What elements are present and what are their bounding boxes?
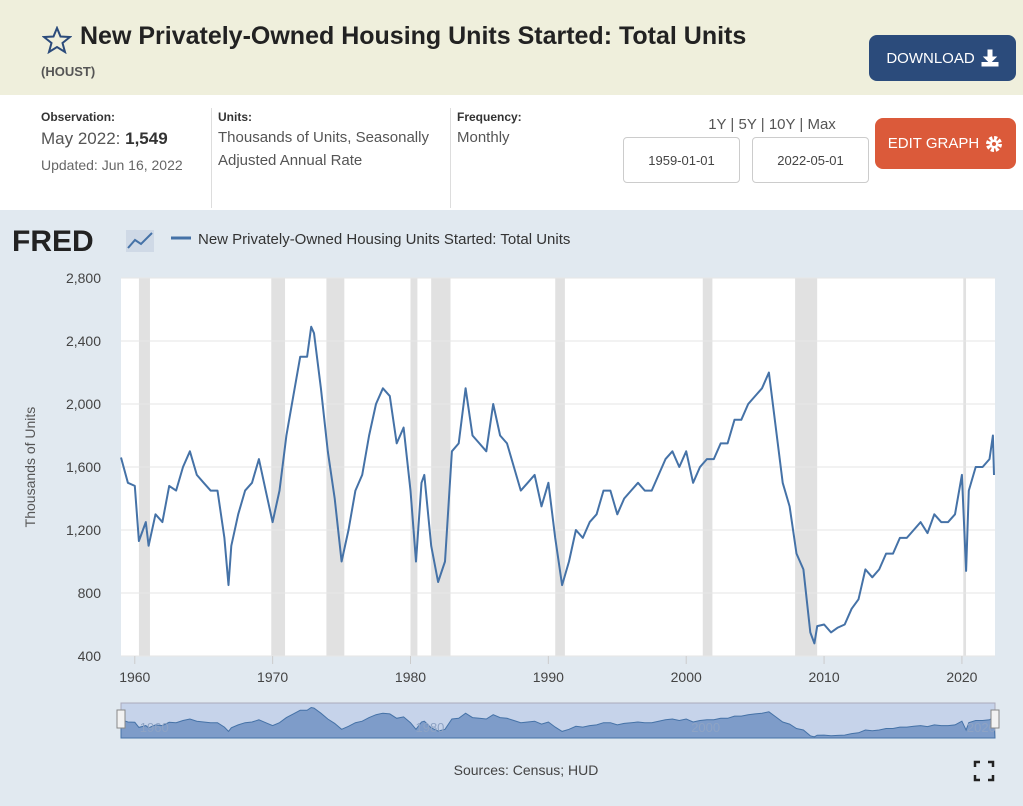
edit-graph-button[interactable]: EDIT GRAPH	[875, 118, 1016, 169]
sources: Sources: Census; HUD	[454, 762, 599, 778]
x-tick-label: 1960	[119, 669, 150, 685]
navigator-label: 1980	[415, 720, 444, 735]
x-tick-label: 2000	[671, 669, 702, 685]
header-banner: New Privately-Owned Housing Units Starte…	[0, 0, 1023, 95]
frequency-label: Frequency:	[457, 110, 522, 124]
observation-label: Observation:	[41, 110, 116, 124]
y-axis-label: Thousands of Units	[22, 407, 38, 528]
fullscreen-icon[interactable]	[973, 760, 995, 782]
y-tick-label: 1,200	[66, 522, 101, 538]
y-tick-label: 400	[78, 648, 102, 664]
range-link[interactable]: 1Y	[708, 116, 727, 133]
observation-value: 1,549	[125, 129, 168, 148]
legend-entry: New Privately-Owned Housing Units Starte…	[198, 231, 570, 248]
divider	[450, 108, 451, 208]
navigator-label: 2020	[967, 720, 996, 735]
x-tick-label: 2020	[946, 669, 977, 685]
x-tick-label: 1990	[533, 669, 564, 685]
range-link[interactable]: 10Y	[768, 116, 796, 133]
observation-date: May 2022:	[41, 129, 121, 148]
chart: FRED New Privately-Owned Housing Units S…	[0, 210, 1023, 806]
divider	[211, 108, 212, 208]
download-text: DOWNLOAD	[886, 49, 975, 67]
series-id: (HOUST)	[41, 64, 96, 79]
navigator-handle[interactable]	[990, 709, 1000, 729]
y-tick-label: 1,600	[66, 459, 101, 475]
y-tick-label: 2,000	[66, 396, 101, 412]
updated-date: Updated: Jun 16, 2022	[41, 157, 183, 173]
y-tick-label: 2,800	[66, 270, 101, 286]
edit-graph-text: EDIT GRAPH	[887, 135, 980, 152]
frequency: Monthly	[457, 129, 510, 146]
range-link[interactable]: 5Y	[738, 116, 757, 133]
series-line	[120, 325, 995, 645]
navigator-label: 2000	[691, 720, 720, 735]
y-tick-label: 800	[78, 585, 102, 601]
x-tick-label: 2010	[808, 669, 839, 685]
logo-icon	[126, 230, 154, 252]
x-tick-label: 1980	[395, 669, 426, 685]
range-links: 1Y | 5Y | 10Y | Max	[708, 116, 836, 133]
units-label: Units:	[218, 110, 252, 124]
favorite-star[interactable]	[42, 26, 72, 54]
gear-icon	[986, 135, 1003, 152]
download-button[interactable]: DOWNLOAD	[869, 35, 1016, 81]
download-icon	[981, 49, 999, 67]
navigator-area	[120, 706, 996, 739]
start-date-input[interactable]: 1959-01-01	[623, 137, 740, 183]
x-tick-label: 1970	[257, 669, 288, 685]
page-title: New Privately-Owned Housing Units Starte…	[80, 22, 747, 50]
range-link[interactable]: Max	[807, 116, 836, 133]
y-tick-label: 2,400	[66, 333, 101, 349]
navigator-handle[interactable]	[116, 709, 126, 729]
units: Thousands of Units, Seasonally Adjusted …	[218, 129, 429, 169]
navigator-label: 1960	[140, 720, 169, 735]
observation: May 2022: 1,549	[41, 129, 168, 149]
fred-logo: FRED	[12, 225, 94, 258]
end-date-input[interactable]: 2022-05-01	[752, 137, 869, 183]
